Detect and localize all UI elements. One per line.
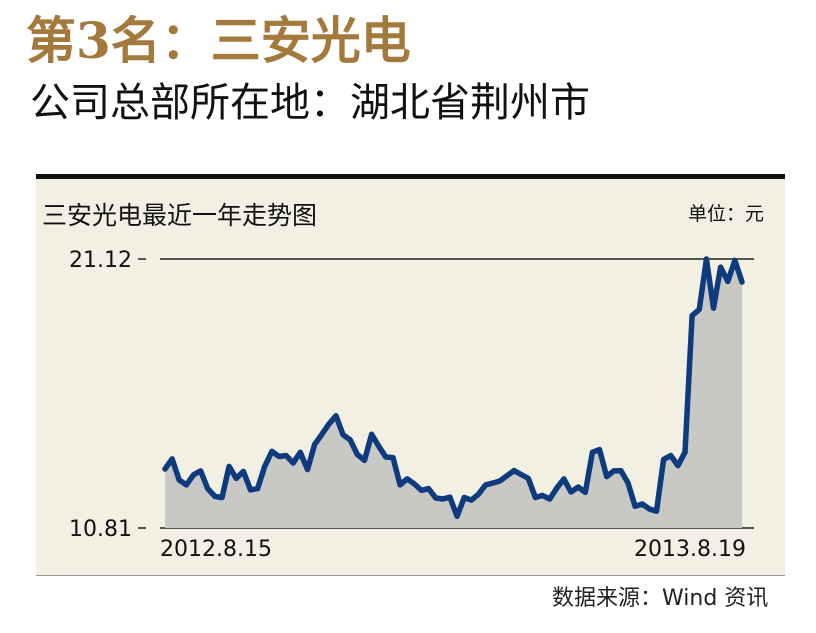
price-area bbox=[165, 259, 742, 528]
source-note: 数据来源：Wind 资讯 bbox=[552, 586, 769, 611]
price-line bbox=[162, 256, 745, 520]
unit-label: 单位：元 bbox=[688, 203, 765, 225]
x-tick-end-label: 2013.8.19 bbox=[634, 537, 746, 562]
subheadline: 公司总部所在地：湖北省荆州市 bbox=[30, 80, 590, 126]
y-tick-bottom-label: 10.81 bbox=[69, 517, 132, 542]
y-tick-top-label: 21.12 bbox=[69, 248, 132, 273]
headline: 第3名：三安光电 bbox=[26, 11, 411, 70]
chart-title: 三安光电最近一年走势图 bbox=[42, 201, 318, 230]
x-tick-start-label: 2012.8.15 bbox=[160, 537, 272, 562]
